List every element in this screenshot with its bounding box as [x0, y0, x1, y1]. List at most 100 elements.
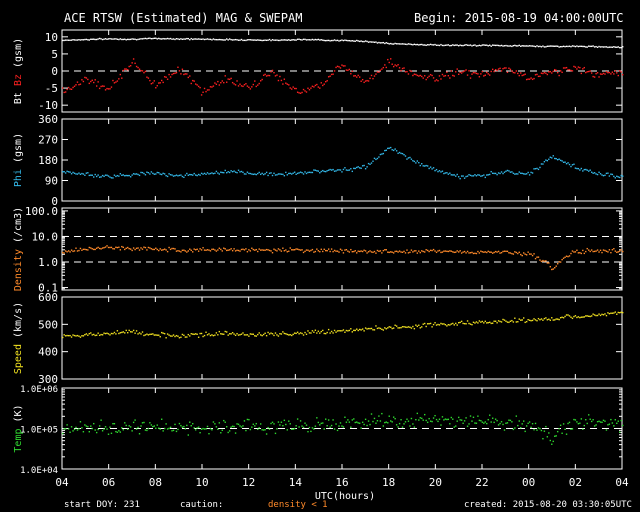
mag-series-bt	[62, 37, 624, 49]
speed-ytick-label-0: 600	[38, 291, 58, 304]
mag-point	[215, 38, 218, 41]
mag-point	[530, 45, 532, 47]
speed-point	[277, 335, 280, 337]
mag-point	[494, 44, 497, 47]
temp-point	[84, 424, 86, 426]
phi-point	[348, 169, 351, 171]
temp-point	[490, 421, 492, 423]
temp-point	[82, 431, 85, 433]
mag-point	[325, 80, 327, 83]
density-point	[330, 248, 333, 250]
mag-point	[268, 74, 271, 77]
temp-point	[190, 425, 192, 427]
density-point	[122, 246, 124, 249]
speed-point	[103, 332, 105, 334]
density-point	[515, 251, 518, 254]
density-point	[223, 247, 225, 249]
mag-point	[487, 45, 489, 47]
mag-point	[548, 71, 550, 73]
speed-point	[332, 332, 334, 334]
mag-point	[95, 38, 98, 41]
mag-point	[418, 44, 420, 46]
temp-point	[63, 428, 65, 430]
speed-point	[542, 319, 544, 321]
mag-point	[137, 66, 139, 69]
temp-point	[259, 423, 262, 425]
speed-point	[614, 311, 617, 313]
mag-point	[103, 85, 105, 87]
temp-point	[382, 425, 385, 427]
temp-point	[205, 428, 207, 430]
phi-point	[243, 173, 246, 175]
mag-point	[449, 44, 451, 47]
speed-point	[521, 319, 523, 321]
temp-point	[502, 423, 504, 426]
phi-point	[456, 173, 458, 176]
mag-point	[421, 75, 423, 78]
speed-point	[369, 327, 371, 330]
temp-point	[444, 418, 447, 420]
mag-point	[398, 43, 401, 45]
mag-point	[330, 39, 333, 42]
speed-point	[607, 312, 609, 314]
speed-point	[477, 322, 479, 324]
speed-point	[233, 333, 235, 335]
speed-point	[228, 333, 231, 335]
mag-point	[546, 45, 549, 47]
temp-point	[264, 429, 266, 431]
speed-point	[259, 334, 262, 336]
density-point	[187, 250, 189, 252]
mag-point	[295, 39, 297, 41]
speed-point	[528, 319, 531, 321]
speed-point	[400, 326, 402, 329]
mag-point	[523, 45, 525, 47]
mag-point	[214, 82, 216, 84]
mag-point	[425, 78, 427, 81]
temp-point	[521, 423, 523, 425]
phi-point	[518, 171, 520, 173]
temp-point	[267, 426, 269, 429]
temp-point	[196, 427, 198, 429]
phi-point	[137, 173, 139, 176]
temp-point	[245, 429, 247, 432]
density-point	[582, 249, 584, 252]
speed-point	[453, 324, 455, 326]
phi-point	[292, 172, 294, 174]
temp-point	[276, 428, 278, 430]
speed-point	[459, 321, 461, 324]
mag-point	[189, 75, 191, 77]
density-point	[205, 249, 207, 251]
phi-point	[313, 169, 315, 171]
temp-point	[178, 422, 181, 425]
mag-point	[307, 87, 309, 89]
speed-point	[214, 334, 216, 336]
mag-point	[376, 71, 379, 73]
phi-point	[370, 162, 373, 164]
density-point	[424, 251, 426, 253]
mag-point	[187, 37, 189, 40]
density-point	[363, 249, 365, 251]
temp-point	[598, 420, 600, 423]
density-point	[90, 247, 92, 249]
phi-point	[76, 173, 79, 175]
temp-point	[527, 422, 529, 425]
density-point	[76, 250, 79, 252]
phi-point	[113, 174, 116, 176]
speed-point	[87, 334, 89, 336]
speed-point	[200, 332, 203, 335]
temp-point	[116, 431, 119, 433]
mag-point	[212, 38, 215, 40]
temp-point	[559, 424, 562, 426]
density-point	[391, 251, 393, 253]
density-point	[184, 250, 187, 252]
mag-point	[358, 40, 361, 43]
temp-point	[322, 422, 324, 424]
mag-point	[384, 64, 386, 66]
density-point	[435, 251, 438, 254]
density-point	[211, 248, 213, 251]
mag-point	[97, 81, 99, 83]
mag-point	[372, 41, 374, 43]
speed-point	[570, 316, 572, 318]
speed-point	[437, 323, 439, 326]
phi-point	[248, 172, 250, 175]
